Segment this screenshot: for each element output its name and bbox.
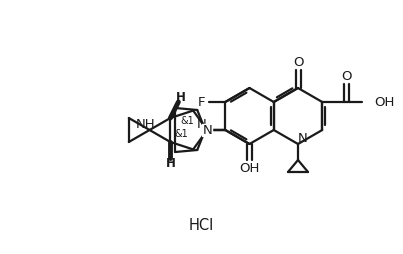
Text: OH: OH [374,96,395,108]
Text: F: F [197,96,205,108]
Text: &1: &1 [174,129,188,139]
Text: H: H [175,90,185,104]
Text: H: H [165,157,175,170]
Text: NH: NH [136,118,156,131]
Text: N: N [202,123,212,136]
Text: HCl: HCl [188,218,214,233]
Text: OH: OH [239,163,260,176]
Bar [202,124,212,136]
Text: &1: &1 [181,116,194,126]
Text: N: N [196,119,206,132]
Text: O: O [293,56,303,69]
Text: N: N [298,133,308,146]
Text: O: O [341,70,352,83]
